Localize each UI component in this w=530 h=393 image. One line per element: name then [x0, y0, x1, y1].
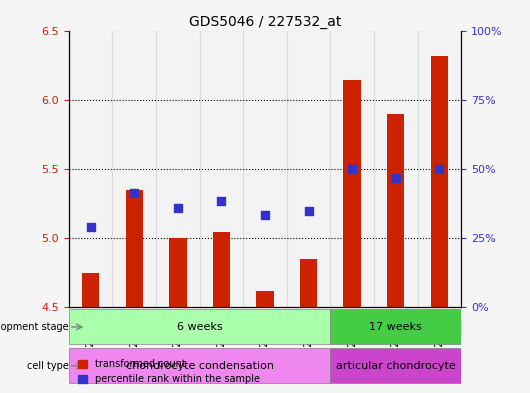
Text: 17 weeks: 17 weeks — [369, 322, 422, 332]
Text: chondrocyte condensation: chondrocyte condensation — [126, 361, 273, 371]
Bar — [82, 273, 100, 307]
Point — [174, 205, 182, 211]
Bar — [343, 80, 361, 307]
Bar — [126, 190, 143, 307]
Bar — [156, 31, 200, 307]
Bar — [213, 231, 230, 307]
Bar — [169, 239, 187, 307]
Point — [304, 208, 313, 214]
FancyBboxPatch shape — [330, 348, 461, 383]
Point — [348, 166, 356, 173]
Bar — [200, 31, 243, 307]
Title: GDS5046 / 227532_at: GDS5046 / 227532_at — [189, 15, 341, 29]
Text: development stage: development stage — [0, 322, 69, 332]
Bar — [287, 31, 330, 307]
Text: articular chondrocyte: articular chondrocyte — [336, 361, 456, 371]
Bar — [374, 31, 418, 307]
Point — [392, 174, 400, 181]
Bar — [330, 31, 374, 307]
Text: cell type: cell type — [27, 361, 69, 371]
Legend: transformed count, percentile rank within the sample: transformed count, percentile rank withi… — [74, 356, 264, 388]
Bar — [257, 291, 273, 307]
Point — [130, 190, 138, 196]
Bar — [243, 31, 287, 307]
Point — [217, 198, 226, 204]
FancyBboxPatch shape — [69, 348, 330, 383]
Point — [261, 212, 269, 218]
Text: 6 weeks: 6 weeks — [177, 322, 223, 332]
FancyBboxPatch shape — [330, 309, 461, 344]
Bar — [112, 31, 156, 307]
FancyBboxPatch shape — [69, 309, 330, 344]
Bar — [430, 56, 448, 307]
Point — [86, 224, 95, 231]
Bar — [300, 259, 317, 307]
Point — [435, 166, 444, 173]
Bar — [418, 31, 461, 307]
Bar — [69, 31, 112, 307]
Bar — [387, 114, 404, 307]
